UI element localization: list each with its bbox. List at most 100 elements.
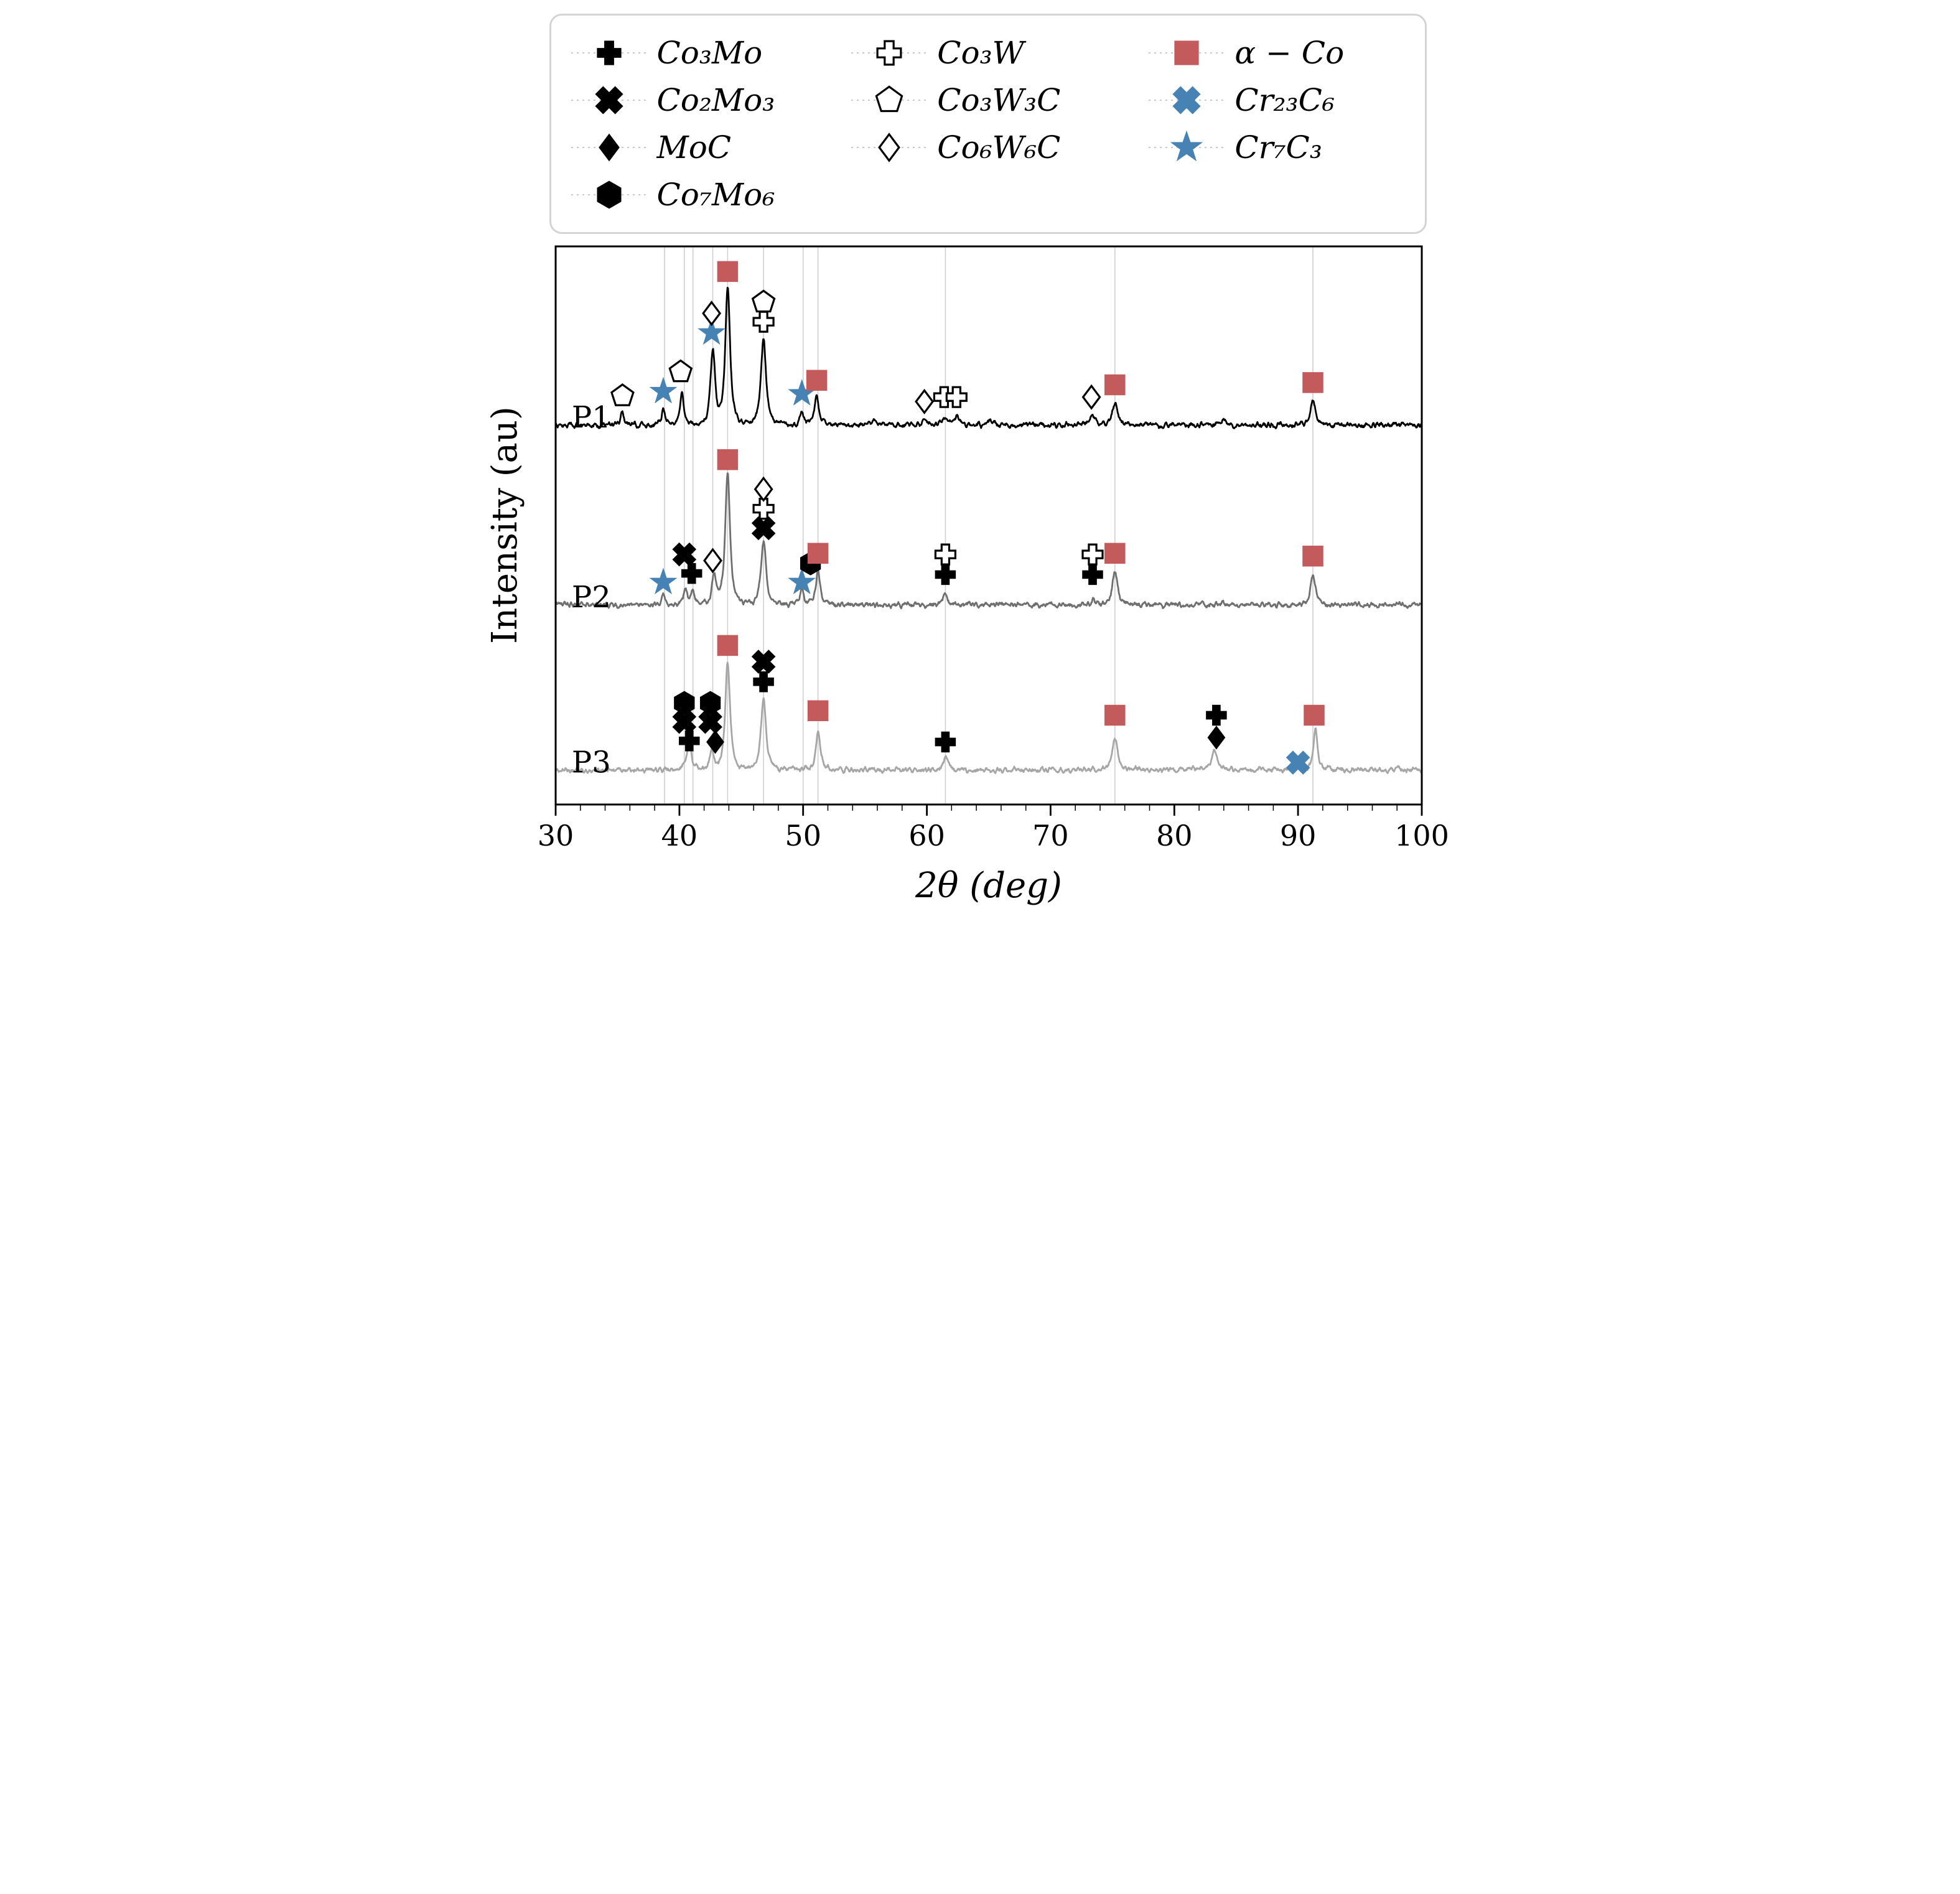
marker-Co2Mo3 xyxy=(671,709,696,734)
marker-Co3W xyxy=(876,40,902,66)
marker-alphaCo xyxy=(807,543,828,564)
legend-label-Co7Mo6: Co₇Mo₆ xyxy=(656,177,775,213)
legend-column-2: Co₃W Co₃W₃C Co₆W₆C xyxy=(849,29,1146,171)
marker-Co2Mo3 xyxy=(594,86,623,114)
legend-label-Co3W: Co₃W xyxy=(937,35,1025,71)
marker-MoC xyxy=(598,133,620,162)
legend-label-Co6W6C: Co₆W₆C xyxy=(937,129,1061,166)
marker-Co2Mo3 xyxy=(671,542,696,567)
Co7Mo6-marker-icon xyxy=(571,180,647,209)
legend-item-Co6W6C: Co₆W₆C xyxy=(849,124,1146,171)
Co3W3C-marker-icon xyxy=(851,85,928,113)
marker-Co6W6C xyxy=(702,548,722,574)
marker-Co3Mo xyxy=(935,564,956,585)
marker-Cr23C6 xyxy=(1172,86,1201,114)
marker-Co3W3C xyxy=(610,383,635,406)
marker-layer xyxy=(610,261,1325,775)
marker-Co7Mo6 xyxy=(699,691,721,715)
marker-Cr7C3 xyxy=(649,567,677,595)
marker-Co3W3C xyxy=(875,85,903,113)
x-tick-label: 50 xyxy=(785,819,821,852)
marker-Co7Mo6 xyxy=(596,180,622,209)
x-tick-label: 90 xyxy=(1279,819,1316,852)
marker-Cr7C3 xyxy=(649,376,677,404)
x-tick-label: 60 xyxy=(908,819,945,852)
xrd-curve-P2 xyxy=(555,472,1422,610)
axes-layer: P1 P2 P3 30 40 50 60 70 80 90 100 xyxy=(537,245,1449,852)
Cr7C3-marker-icon xyxy=(1149,130,1225,162)
Co2Mo3-marker-icon xyxy=(571,86,647,114)
marker-Co2Mo3 xyxy=(698,709,722,734)
marker-alphaCo xyxy=(1174,40,1199,65)
legend-label-Co3W3C: Co₃W₃C xyxy=(937,82,1061,118)
marker-Co6W6C xyxy=(878,133,901,162)
series-label-P1: P1 xyxy=(571,400,610,435)
marker-Co6W6C xyxy=(754,476,773,502)
marker-Co3Mo xyxy=(678,730,700,752)
legend-item-Co3W3C: Co₃W₃C xyxy=(849,77,1146,124)
xrd-curve-P3 xyxy=(555,661,1422,775)
marker-alphaCo xyxy=(717,635,738,656)
marker-Co3Mo xyxy=(935,731,956,753)
marker-Cr23C6 xyxy=(1286,750,1310,775)
marker-Co3W xyxy=(752,498,775,520)
marker-alphaCo xyxy=(807,700,828,722)
marker-Co3W xyxy=(945,386,968,408)
marker-Co3W3C xyxy=(668,359,693,383)
marker-Cr7C3 xyxy=(1170,130,1203,162)
series-label-P2: P2 xyxy=(571,580,610,615)
legend-item-Co2Mo3: Co₂Mo₃ xyxy=(569,77,849,124)
marker-Cr7C3 xyxy=(787,567,816,595)
marker-Co6W6C xyxy=(1081,384,1101,410)
curve-layer xyxy=(555,286,1422,775)
legend-item-Cr7C3: Cr₇C₃ xyxy=(1146,124,1418,171)
legend-item-Co7Mo6: Co₇Mo₆ xyxy=(569,171,849,218)
MoC-marker-icon xyxy=(571,133,647,162)
x-tick-label: 30 xyxy=(537,819,574,852)
legend: Co₃Mo Co₂Mo₃ MoC Co₇Mo₆ Co₃W Co₃W₃C Co₆W₆C α − … xyxy=(549,14,1427,234)
marker-alphaCo xyxy=(1104,374,1126,396)
Co3W-marker-icon xyxy=(851,40,928,66)
Co3Mo-marker-icon xyxy=(571,40,647,65)
Cr23C6-marker-icon xyxy=(1149,86,1225,114)
plot-frame xyxy=(554,245,1422,806)
marker-Co2Mo3 xyxy=(751,516,775,541)
legend-label-alphaCo: α − Co xyxy=(1234,35,1345,71)
marker-alphaCo xyxy=(1104,543,1126,564)
legend-item-Cr23C6: Cr₂₃C₆ xyxy=(1146,77,1418,124)
marker-Co3Mo xyxy=(1081,564,1103,585)
marker-alphaCo xyxy=(717,449,738,470)
legend-item-Co3Mo: Co₃Mo xyxy=(569,29,849,77)
x-tick-label: 40 xyxy=(661,819,698,852)
marker-alphaCo xyxy=(1302,546,1323,567)
marker-Co2Mo3 xyxy=(751,650,775,674)
x-tick-label: 70 xyxy=(1032,819,1069,852)
alphaCo-marker-icon xyxy=(1149,40,1225,65)
marker-MoC xyxy=(706,730,724,754)
legend-column-3: α − Co Cr₂₃C₆ Cr₇C₃ xyxy=(1146,29,1418,171)
x-tick-label: 80 xyxy=(1156,819,1193,852)
marker-Co3W xyxy=(934,543,956,566)
legend-label-Cr23C6: Cr₂₃C₆ xyxy=(1234,82,1335,118)
legend-label-MoC: MoC xyxy=(656,129,732,166)
marker-Co6W6C xyxy=(914,388,934,414)
marker-Co6W6C xyxy=(701,301,721,327)
marker-Co3W xyxy=(1081,543,1104,566)
xrd-figure: Co₃Mo Co₂Mo₃ MoC Co₇Mo₆ Co₃W Co₃W₃C Co₆W₆C α − … xyxy=(490,0,1470,918)
marker-Co3W xyxy=(752,310,775,333)
marker-alphaCo xyxy=(717,261,738,282)
xrd-plot: P1 P2 P3 30 40 50 60 70 80 90 100 Intensity (au) 2… xyxy=(490,245,1449,906)
marker-Co3Mo xyxy=(1205,704,1227,726)
marker-Cr7C3 xyxy=(697,318,726,345)
legend-item-Co3W: Co₃W xyxy=(849,29,1146,77)
marker-alphaCo xyxy=(1303,704,1325,726)
marker-alphaCo xyxy=(806,370,827,391)
marker-Co3Mo xyxy=(752,671,774,693)
x-axis-label: 2θ (deg) xyxy=(915,865,1062,906)
marker-MoC xyxy=(1207,725,1225,750)
legend-label-Co2Mo3: Co₂Mo₃ xyxy=(656,82,775,118)
marker-Co3Mo xyxy=(596,40,622,65)
marker-Co3W3C xyxy=(751,289,775,313)
marker-Co3Mo xyxy=(681,562,702,584)
series-label-P3: P3 xyxy=(571,745,610,780)
